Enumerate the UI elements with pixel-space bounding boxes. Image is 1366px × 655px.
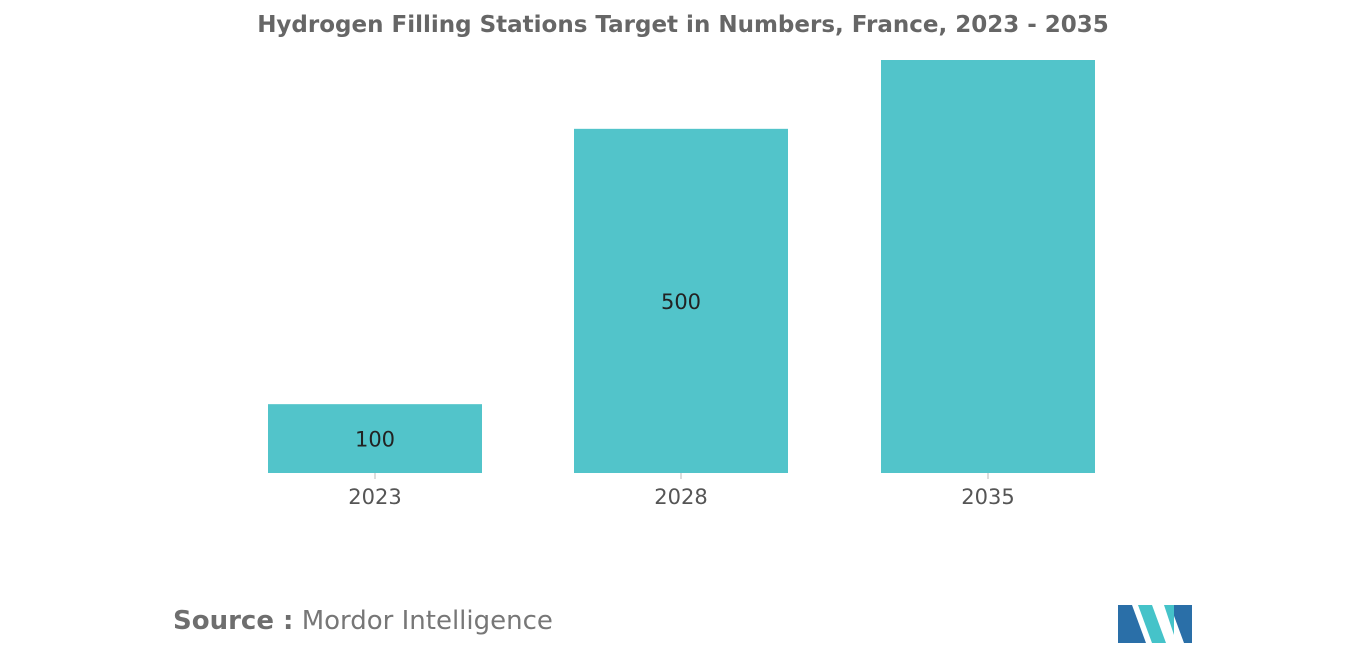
logo-shape-right: [1170, 605, 1192, 643]
x-tick-label-2023: 2023: [348, 485, 401, 509]
logo-shape-middle: [1138, 605, 1166, 643]
mordor-intelligence-logo: [1118, 605, 1192, 643]
x-tick-label-2035: 2035: [961, 485, 1014, 509]
source-text: Mordor Intelligence: [301, 606, 553, 636]
bar-chart: 2023 100 2028 500 2035: [268, 60, 1095, 509]
source-label: Source :: [173, 606, 294, 636]
data-label-2023: 100: [355, 428, 395, 452]
bar-2028: [574, 128, 788, 474]
logo-shape-left: [1118, 605, 1146, 643]
x-tick-label-2028: 2028: [654, 485, 707, 509]
logo-shape-accent: [1164, 605, 1174, 635]
data-label-2028: 500: [661, 290, 701, 314]
source-note: Source : Mordor Intelligence: [173, 606, 553, 636]
chart-title: Hydrogen Filling Stations Target in Numb…: [257, 12, 1109, 38]
bar-2035: [881, 60, 1095, 473]
bar-2023: [268, 404, 482, 473]
